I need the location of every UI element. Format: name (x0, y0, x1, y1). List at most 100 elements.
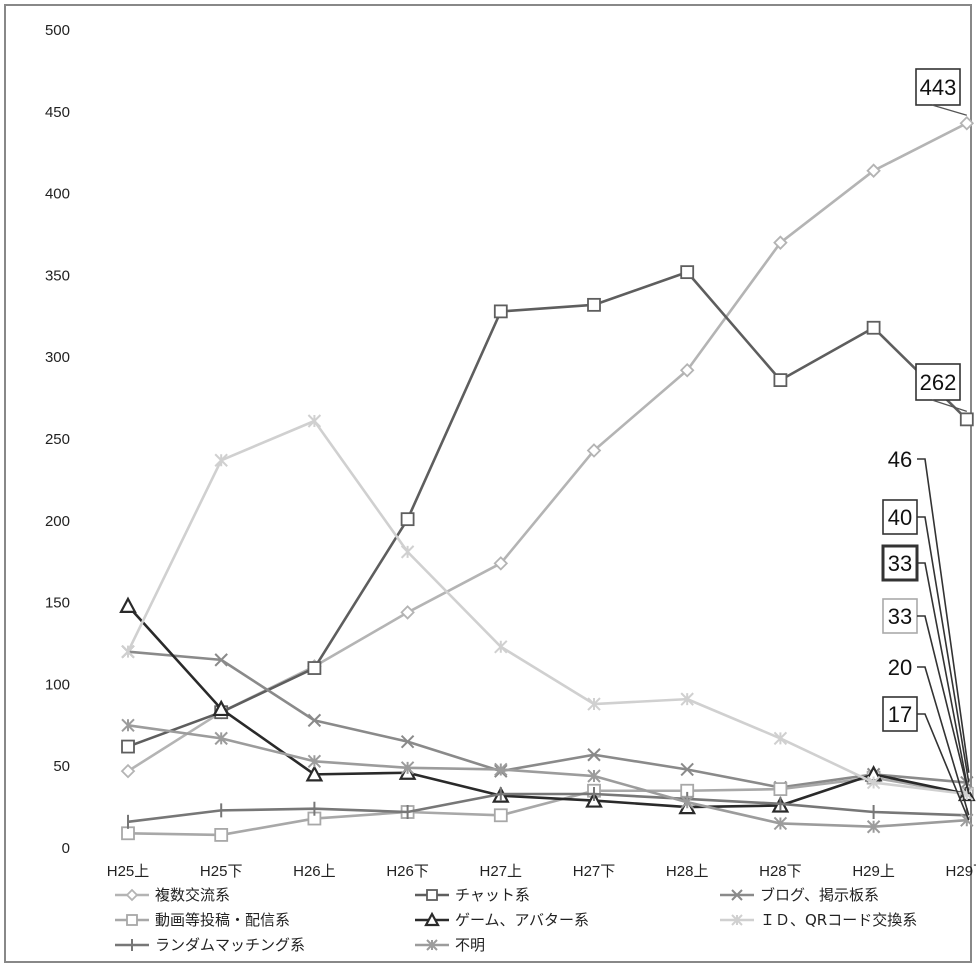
callout-17: 17 (882, 696, 970, 821)
x-tick-label: H25上 (107, 863, 150, 880)
callout-20: 20 (888, 655, 970, 816)
legend-label: ランダムマッチング系 (155, 936, 305, 954)
data-point (214, 828, 229, 842)
series-ＩＤ、QRコード交換系 (121, 414, 974, 801)
series-line (126, 419, 967, 796)
data-point (214, 653, 228, 667)
data-point (773, 731, 788, 746)
callout-leader (917, 516, 970, 783)
legend-item-ランダムマッチング系: ランダムマッチング系 (115, 936, 305, 954)
callout-box (882, 499, 918, 535)
data-point (731, 914, 743, 926)
data-point (493, 556, 509, 571)
legend-label: 複数交流系 (155, 886, 230, 904)
x-tick-label: H25下 (200, 863, 243, 880)
callout-443: 443 (915, 68, 967, 116)
data-point (121, 739, 135, 754)
y-tick-label: 200 (45, 513, 70, 530)
data-point (680, 795, 694, 809)
series-line (127, 724, 967, 829)
data-point (773, 373, 788, 388)
callout-leader (931, 104, 967, 116)
y-tick-label: 500 (45, 22, 70, 39)
data-point (866, 320, 881, 335)
legend-label: ブログ、掲示板系 (760, 886, 879, 904)
y-tick-label: 150 (45, 595, 70, 612)
series-line (127, 776, 968, 837)
legend-item-複数交流系: 複数交流系 (115, 886, 230, 904)
data-point (400, 605, 415, 620)
callout-leader (917, 458, 970, 773)
callout-label: 40 (888, 505, 912, 530)
chart-frame (4, 4, 972, 963)
data-point (400, 761, 415, 775)
callout-box (882, 598, 918, 634)
x-tick-label: H29上 (852, 863, 895, 880)
data-point (126, 914, 138, 926)
callout-leader (917, 666, 970, 816)
data-point (121, 826, 135, 841)
data-point (307, 414, 322, 428)
callout-33: 33 (881, 544, 970, 795)
callout-46: 46 (888, 447, 970, 773)
y-tick-label: 250 (45, 431, 70, 448)
data-point (773, 235, 788, 250)
data-point (212, 699, 231, 717)
data-point (307, 754, 322, 768)
callout-label: 46 (888, 447, 912, 472)
x-tick-label: H26下 (386, 863, 429, 880)
data-point (494, 640, 508, 654)
data-point (587, 697, 601, 711)
callout-leader (931, 399, 967, 412)
data-point (680, 265, 695, 280)
legend-label: チャット系 (455, 886, 530, 904)
x-tick-label: H28上 (666, 863, 709, 880)
series-不明 (121, 718, 974, 834)
data-point (214, 453, 228, 467)
data-point (680, 762, 694, 777)
series-line (127, 605, 968, 809)
legend-item-ゲーム、アバター系: ゲーム、アバター系 (415, 911, 589, 929)
series-layer (119, 115, 976, 842)
y-tick-label: 100 (45, 676, 70, 693)
callout-label: 33 (888, 604, 912, 629)
callout-33: 33 (882, 598, 970, 795)
data-point (119, 596, 137, 613)
legend-item-動画等投稿・配信系: 動画等投稿・配信系 (115, 911, 290, 929)
legend-label: 不明 (455, 936, 485, 954)
data-point (120, 763, 136, 779)
data-point (679, 363, 695, 378)
data-point (587, 748, 601, 762)
legend-label: ＩＤ、QRコード交換系 (760, 911, 917, 929)
callout-box (881, 544, 919, 582)
series-line (127, 792, 967, 824)
legend-item-不明: 不明 (415, 936, 485, 954)
callout-layer: 443 262 46 40 33 33 20 17 (881, 68, 970, 821)
data-point (587, 769, 601, 783)
callout-leader (917, 562, 970, 795)
callout-leader (917, 615, 970, 795)
data-point (426, 939, 438, 951)
callout-label: 17 (888, 702, 912, 727)
x-tick-label: H26上 (293, 863, 336, 880)
y-tick-label: 350 (45, 267, 70, 284)
data-point (426, 889, 438, 901)
legend-item-チャット系: チャット系 (415, 886, 530, 904)
data-point (400, 734, 415, 749)
x-tick-label: H27上 (480, 863, 523, 880)
callout-label: 20 (888, 655, 912, 680)
data-point (773, 782, 788, 797)
data-point (866, 820, 881, 834)
y-tick-label: 450 (45, 104, 70, 121)
x-tick-label: H27下 (573, 863, 616, 880)
callout-label: 33 (888, 551, 912, 576)
data-point (680, 692, 694, 706)
data-point (586, 443, 602, 458)
data-point (400, 512, 415, 527)
data-point (214, 731, 228, 746)
y-tick-label: 300 (45, 349, 70, 366)
data-point (493, 808, 508, 823)
series-line (127, 650, 967, 789)
data-point (731, 889, 743, 901)
